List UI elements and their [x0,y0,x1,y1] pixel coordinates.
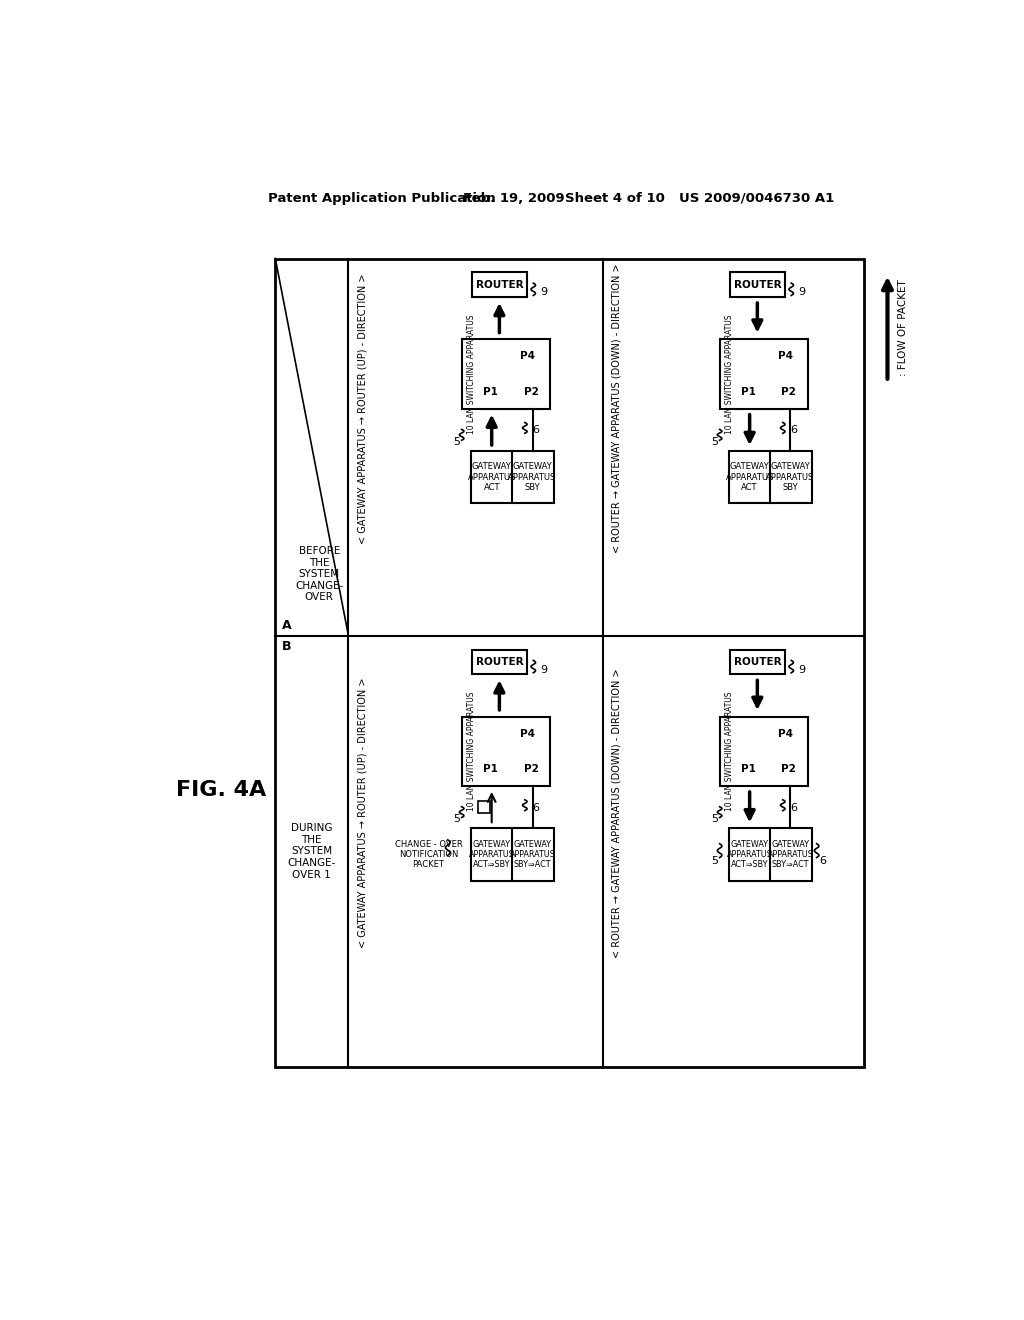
Bar [462,339,550,409]
Text: 9: 9 [541,665,548,675]
Bar [471,451,513,503]
Text: : FLOW OF PACKET: : FLOW OF PACKET [898,280,908,376]
Text: FIG. 4A: FIG. 4A [176,780,266,800]
Text: GATEWAY
APPARATUS
SBY: GATEWAY APPARATUS SBY [766,462,814,492]
Text: Sheet 4 of 10: Sheet 4 of 10 [565,191,665,205]
Text: US 2009/0046730 A1: US 2009/0046730 A1 [679,191,835,205]
Text: CHANGE - OVER
NOTIFICATION
PACKET: CHANGE - OVER NOTIFICATION PACKET [394,840,463,870]
Text: 6: 6 [532,803,539,813]
Bar [770,829,812,880]
Bar [471,829,513,880]
Bar [720,717,808,785]
Text: P1: P1 [740,387,756,397]
Bar [770,451,812,503]
Text: GATEWAY
APPARATUS
ACT: GATEWAY APPARATUS ACT [726,462,774,492]
Text: 6: 6 [791,425,797,436]
Text: 9: 9 [541,288,548,297]
Text: GATEWAY
APPARATUS
SBY: GATEWAY APPARATUS SBY [508,462,557,492]
Bar [472,649,527,675]
Text: ROUTER: ROUTER [733,657,781,667]
Text: 10 LAN SWITCHING APPARATUS: 10 LAN SWITCHING APPARATUS [467,314,476,434]
Bar [730,272,785,297]
Text: < GATEWAY APPARATUS → ROUTER (UP) - DIRECTION >: < GATEWAY APPARATUS → ROUTER (UP) - DIRE… [357,273,368,544]
Text: 5: 5 [712,437,719,446]
Bar [720,339,808,409]
Text: P4: P4 [777,729,793,739]
Text: Patent Application Publication: Patent Application Publication [267,191,496,205]
Text: 9: 9 [799,288,806,297]
Text: P2: P2 [523,387,539,397]
Text: 10 LAN SWITCHING APPARATUS: 10 LAN SWITCHING APPARATUS [725,314,734,434]
Text: P1: P1 [482,387,498,397]
Text: P1: P1 [482,764,498,774]
Text: GATEWAY
APPARATUS
SBY⇒ACT: GATEWAY APPARATUS SBY⇒ACT [510,840,555,870]
Text: GATEWAY
APPARATUS
SBY⇒ACT: GATEWAY APPARATUS SBY⇒ACT [768,840,813,870]
Bar [729,829,771,880]
Text: 5: 5 [712,814,719,824]
Text: P4: P4 [519,729,535,739]
Text: A: A [282,619,291,631]
Bar [275,259,864,1067]
Text: < GATEWAY APPARATUS → ROUTER (UP) - DIRECTION >: < GATEWAY APPARATUS → ROUTER (UP) - DIRE… [357,677,368,948]
Text: 6: 6 [819,855,826,866]
Text: < ROUTER → GATEWAY APPARATUS (DOWN) - DIRECTION >: < ROUTER → GATEWAY APPARATUS (DOWN) - DI… [611,668,622,958]
Text: Feb. 19, 2009: Feb. 19, 2009 [463,191,565,205]
Text: ROUTER: ROUTER [475,280,523,289]
Text: 9: 9 [799,665,806,675]
Text: 6: 6 [532,425,539,436]
Text: 6: 6 [791,803,797,813]
Text: DURING
THE
SYSTEM
CHANGE-
OVER 1: DURING THE SYSTEM CHANGE- OVER 1 [288,824,336,879]
Bar [462,717,550,785]
Bar [478,800,490,813]
Bar [730,649,785,675]
Text: P2: P2 [523,764,539,774]
Text: ROUTER: ROUTER [475,657,523,667]
Text: 5: 5 [454,814,461,824]
Text: 10 LAN SWITCHING APPARATUS: 10 LAN SWITCHING APPARATUS [467,692,476,810]
Bar [512,451,554,503]
Text: ROUTER: ROUTER [733,280,781,289]
Text: GATEWAY
APPARATUS
ACT⇒SBY: GATEWAY APPARATUS ACT⇒SBY [469,840,515,870]
Text: GATEWAY
APPARATUS
ACT: GATEWAY APPARATUS ACT [468,462,516,492]
Text: P1: P1 [740,764,756,774]
Text: GATEWAY
APPARATUS
ACT⇒SBY: GATEWAY APPARATUS ACT⇒SBY [727,840,772,870]
Text: BEFORE
THE
SYSTEM
CHANGE-
OVER: BEFORE THE SYSTEM CHANGE- OVER [295,546,343,602]
Text: P2: P2 [781,387,797,397]
Text: P4: P4 [777,351,793,362]
Text: 5: 5 [712,855,719,866]
Text: B: B [282,640,291,653]
Text: < ROUTER → GATEWAY APPARATUS (DOWN) - DIRECTION >: < ROUTER → GATEWAY APPARATUS (DOWN) - DI… [611,264,622,553]
Text: P2: P2 [781,764,797,774]
Bar [729,451,771,503]
Text: 10 LAN SWITCHING APPARATUS: 10 LAN SWITCHING APPARATUS [725,692,734,810]
Bar [512,829,554,880]
Bar [472,272,527,297]
Text: P4: P4 [519,351,535,362]
Text: 5: 5 [454,437,461,446]
